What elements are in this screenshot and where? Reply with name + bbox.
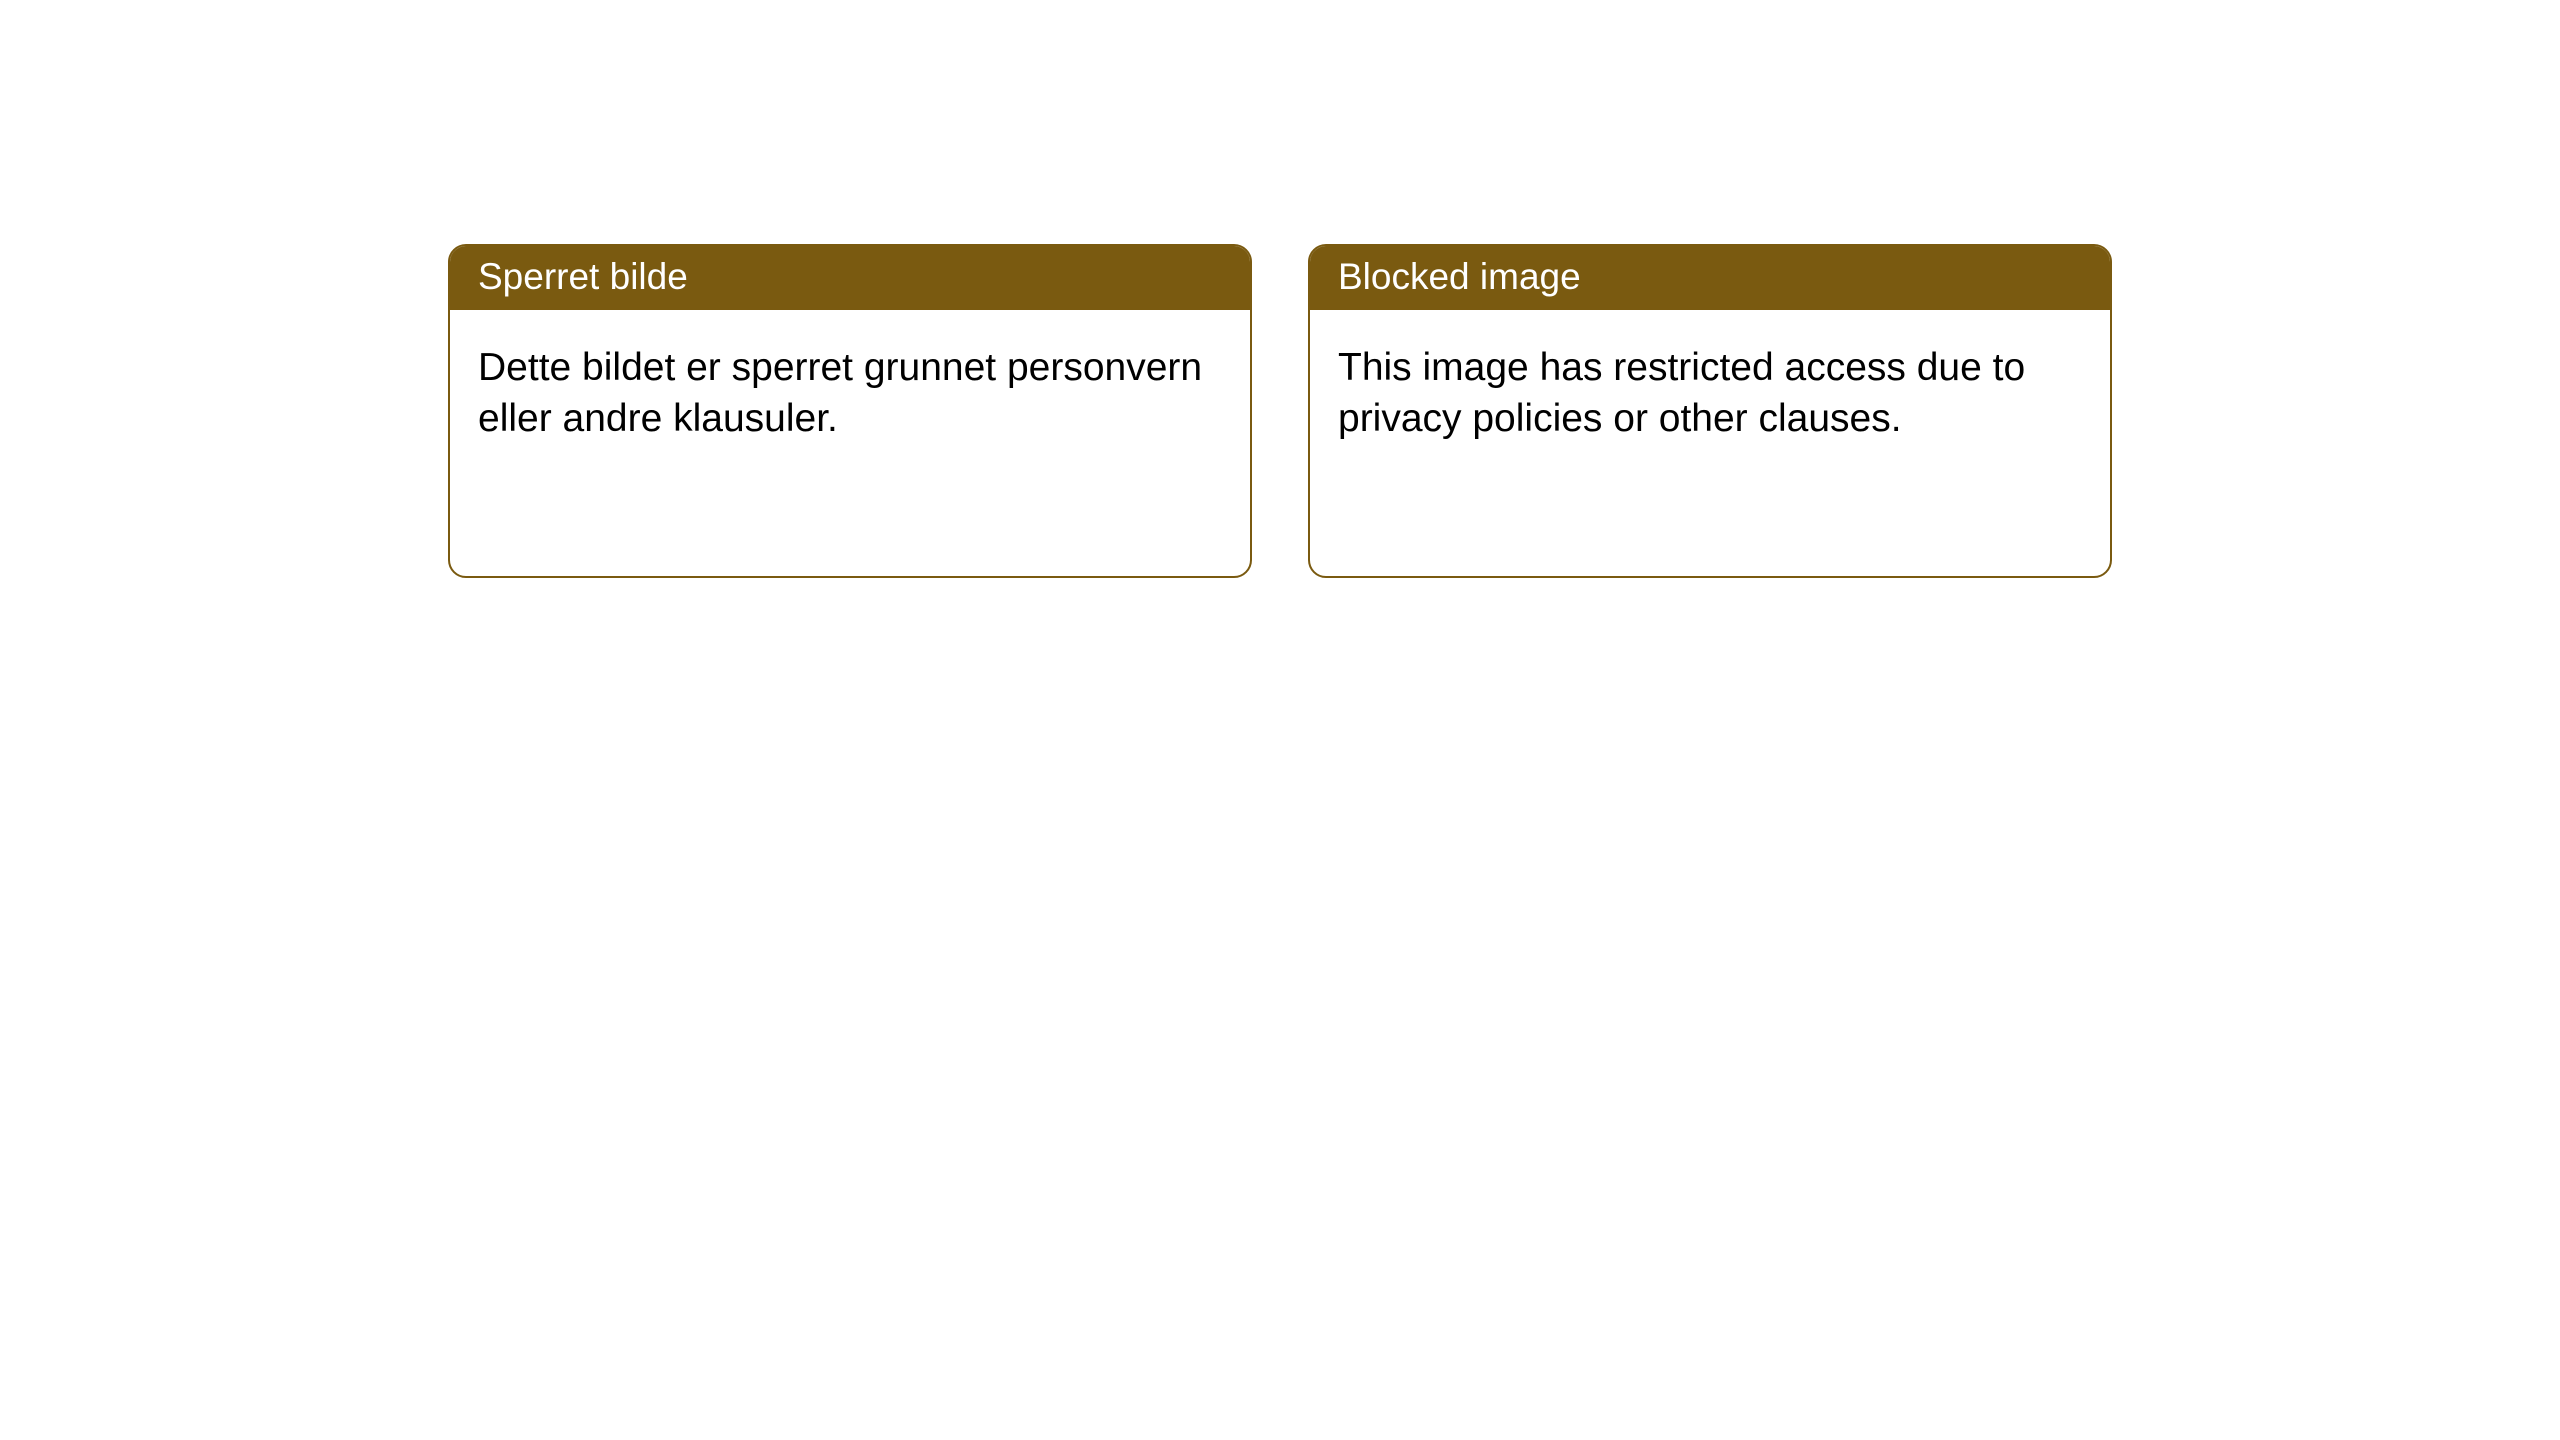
card-header-en: Blocked image	[1310, 246, 2110, 310]
card-header-no: Sperret bilde	[450, 246, 1250, 310]
blocked-image-card-en: Blocked image This image has restricted …	[1308, 244, 2112, 578]
blocked-image-card-no: Sperret bilde Dette bildet er sperret gr…	[448, 244, 1252, 578]
card-body-no: Dette bildet er sperret grunnet personve…	[450, 310, 1250, 477]
cards-container: Sperret bilde Dette bildet er sperret gr…	[0, 0, 2560, 578]
card-body-en: This image has restricted access due to …	[1310, 310, 2110, 477]
